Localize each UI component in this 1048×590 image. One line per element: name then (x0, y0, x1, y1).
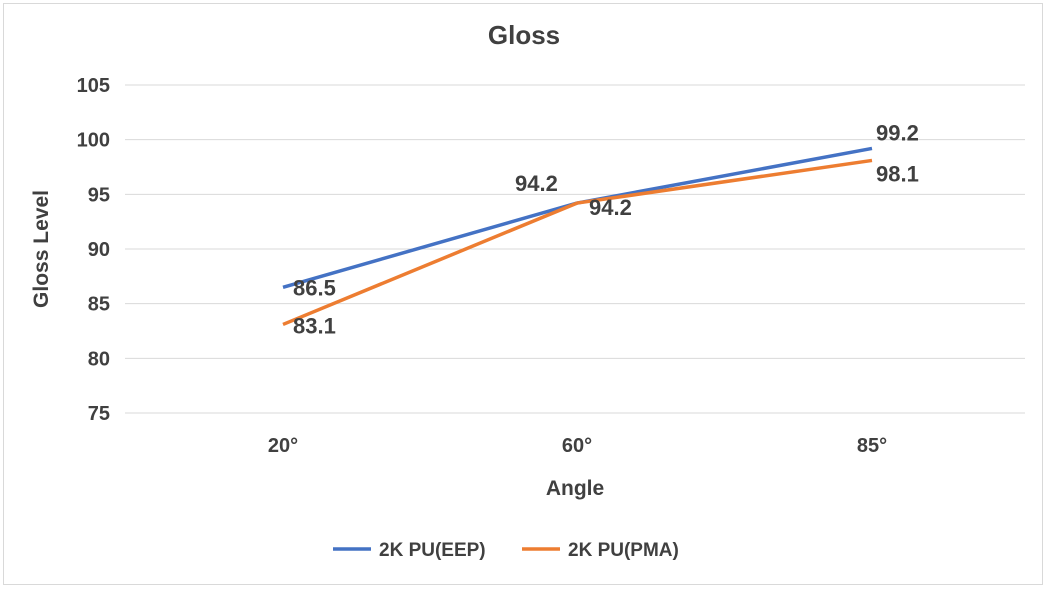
y-tick-label: 100 (77, 130, 110, 152)
series-line-2 (282, 158, 873, 327)
y-tick-label: 105 (77, 75, 110, 97)
chart-title: Gloss (488, 20, 560, 50)
y-ticks: 75 80 85 90 95 100 105 (77, 75, 110, 425)
y-tick-label: 95 (88, 184, 110, 206)
data-label-series1: 86.5 (293, 275, 336, 300)
gridlines (125, 84, 1025, 414)
legend-label: 2K PU(EEP) (379, 540, 486, 561)
y-tick-label: 90 (88, 239, 110, 261)
legend: 2K PU(EEP) 2K PU(PMA) (333, 540, 679, 561)
data-label-series1: 99.2 (876, 120, 919, 145)
y-axis-label: Gloss Level (30, 190, 53, 308)
data-label-series2: 83.1 (293, 313, 336, 338)
series-line-1 (282, 146, 873, 289)
legend-label: 2K PU(PMA) (568, 540, 679, 561)
x-ticks: 20° 60° 85° (268, 435, 887, 457)
series-lines (282, 146, 873, 327)
data-labels: 86.5 94.2 99.2 83.1 94.2 98.1 (293, 120, 919, 338)
data-label-series2: 98.1 (876, 161, 919, 186)
y-tick-label: 80 (88, 348, 110, 370)
x-tick-label: 20° (268, 435, 298, 457)
data-label-series2: 94.2 (589, 195, 632, 220)
y-tick-label: 85 (88, 294, 110, 316)
chart-frame (3, 3, 1043, 585)
x-axis-label: Angle (546, 477, 604, 500)
data-label-series1: 94.2 (515, 171, 558, 196)
x-tick-label: 60° (562, 435, 592, 457)
y-tick-label: 75 (88, 403, 110, 425)
x-tick-label: 85° (857, 435, 887, 457)
